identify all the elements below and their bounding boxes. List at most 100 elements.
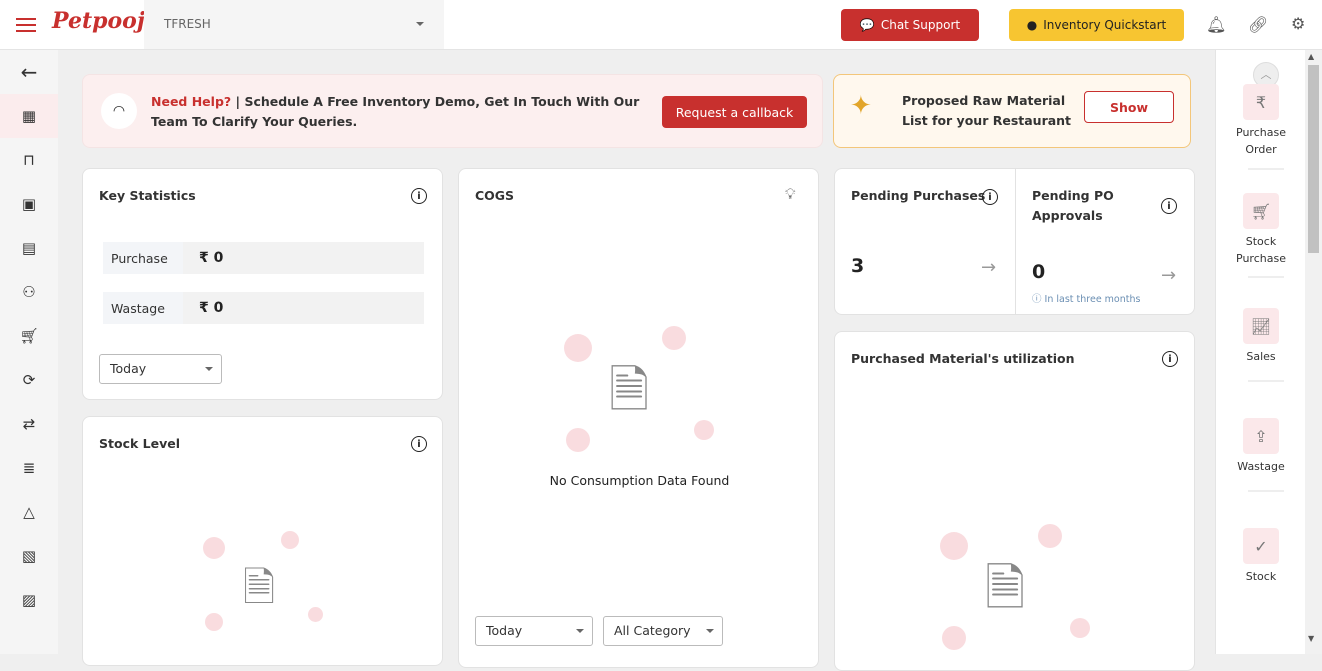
- quick-action-wastage[interactable]: ⇪ Wastage: [1216, 418, 1306, 475]
- empty-message: No Consumption Data Found: [549, 473, 730, 488]
- sidebar-item-list[interactable]: ≣: [0, 446, 58, 490]
- sidebar-item-settings-doc[interactable]: ▧: [0, 534, 58, 578]
- quick-action-label: Wastage: [1237, 460, 1285, 473]
- chat-support-button[interactable]: 💬 Chat Support: [841, 9, 979, 41]
- note-text: In last three months: [1044, 294, 1141, 305]
- quick-actions-panel: ︿ ₹ Purchase Order 🛒︎ Stock Purchase 📈︎ Sal…: [1215, 50, 1305, 654]
- info-icon[interactable]: i: [982, 189, 998, 205]
- quick-action-stock[interactable]: ✓ Stock: [1216, 528, 1306, 585]
- quick-action-label: Sales: [1246, 350, 1276, 363]
- inventory-quickstart-button[interactable]: ● Inventory Quickstart: [1009, 9, 1184, 41]
- arrow-right-icon[interactable]: →: [1161, 265, 1177, 286]
- link-icon[interactable]: 🔗︎: [1248, 15, 1269, 34]
- left-sidebar: ← ▦ ⊓ ▣ ▤ ⚇ 🛒︎ ⟳ ⇄ ≣ △ ▧ ▨: [0, 50, 58, 654]
- chart-icon: 📈︎: [1243, 308, 1279, 344]
- lightbulb-icon[interactable]: 💡︎: [785, 185, 796, 203]
- outlet-name: TFRESH: [164, 17, 211, 31]
- trash-icon: ⇪: [1243, 418, 1279, 454]
- help-banner: ◠ Need Help? | Schedule A Free Inventory…: [82, 74, 823, 148]
- safe-icon: ▣: [21, 195, 37, 213]
- category-select[interactable]: All Category: [603, 616, 723, 646]
- info-icon[interactable]: i: [411, 436, 427, 452]
- period-select[interactable]: Today: [475, 616, 593, 646]
- help-message: Schedule A Free Inventory Demo, Get In T…: [151, 94, 640, 129]
- pending-po-note: ⓘ In last three months: [1032, 291, 1140, 305]
- sidebar-item-cart[interactable]: 🛒︎: [0, 314, 58, 358]
- hierarchy-icon: ⚇: [22, 283, 36, 301]
- quick-action-stock-purchase[interactable]: 🛒︎ Stock Purchase: [1216, 193, 1306, 267]
- stock-level-card: Stock Level i 🗎: [82, 416, 443, 666]
- top-bar: Petpooja TFRESH 💬 Chat Support ● Inventory…: [0, 0, 1322, 50]
- show-button[interactable]: Show: [1084, 91, 1174, 123]
- info-icon[interactable]: i: [1161, 198, 1177, 214]
- key-statistics-card: Key Statistics i Purchase ₹ 0 Wastage ₹ …: [82, 168, 443, 400]
- quick-action-sales[interactable]: 📈︎ Sales: [1216, 308, 1306, 365]
- cycle-icon: ⟳: [22, 371, 36, 389]
- info-icon[interactable]: i: [411, 188, 427, 204]
- period-select[interactable]: Today: [99, 354, 222, 384]
- sidebar-item-store[interactable]: ⊓: [0, 138, 58, 182]
- report-icon: ▤: [21, 239, 37, 257]
- wastage-value: ₹ 0: [183, 292, 424, 324]
- pending-purchases-value: 3: [851, 255, 865, 277]
- info-icon[interactable]: i: [1162, 351, 1178, 367]
- brand-logo[interactable]: Petpooja: [52, 8, 160, 34]
- quick-action-label: Purchase Order: [1236, 126, 1286, 156]
- card-title: Key Statistics: [99, 188, 196, 203]
- raw-material-card: ✦ Proposed Raw Material List for your Re…: [833, 74, 1191, 148]
- sidebar-item-report[interactable]: ▤: [0, 226, 58, 270]
- doc-settings-icon: ▧: [21, 547, 37, 565]
- pending-card: Pending Purchases i 3 → Pending PO Appro…: [834, 168, 1195, 315]
- card-title: Stock Level: [99, 436, 180, 451]
- sidebar-item-docs[interactable]: ▨: [0, 578, 58, 622]
- sidebar-item-dashboard[interactable]: ▦: [0, 94, 58, 138]
- quick-action-label: Stock: [1245, 570, 1277, 583]
- scroll-up-icon[interactable]: ︿: [1253, 62, 1279, 88]
- scrollbar-thumb[interactable]: [1308, 65, 1319, 253]
- sidebar-item-hierarchy[interactable]: ⚇: [0, 270, 58, 314]
- card-title: Purchased Material's utilization: [851, 351, 1075, 366]
- pending-po-value: 0: [1032, 261, 1046, 283]
- boxes-icon: ▦: [21, 107, 37, 125]
- request-callback-button[interactable]: Request a callback: [662, 96, 807, 128]
- sparkle-icon: ✦: [850, 91, 872, 121]
- raw-material-text: Proposed Raw Material List for your Rest…: [902, 93, 1072, 128]
- utilization-card: Purchased Material's utilization i 🗎: [834, 331, 1195, 671]
- separator: |: [235, 94, 241, 109]
- arrow-right-icon[interactable]: →: [981, 257, 997, 278]
- need-help-label: Need Help?: [151, 94, 232, 109]
- bulb-icon: ●: [1026, 18, 1038, 32]
- cart-icon: 🛒︎: [1243, 193, 1279, 229]
- back-arrow-icon[interactable]: ←: [20, 60, 38, 84]
- quick-action-purchase-order[interactable]: ₹ Purchase Order: [1216, 84, 1306, 158]
- quick-action-label: Stock Purchase: [1236, 235, 1286, 265]
- sidebar-item-safe[interactable]: ▣: [0, 182, 58, 226]
- rupee-doc-icon: ₹: [1243, 84, 1279, 120]
- sidebar-item-cycle[interactable]: ⟳: [0, 358, 58, 402]
- info-small-icon: ⓘ: [1032, 294, 1045, 305]
- purchase-label: Purchase: [103, 242, 183, 274]
- empty-illustration: 🗎: [564, 324, 724, 454]
- help-text: Need Help? | Schedule A Free Inventory D…: [151, 92, 651, 132]
- clipboard-check-icon: ✓: [1243, 528, 1279, 564]
- cart-icon: 🛒︎: [19, 327, 39, 345]
- inventory-quickstart-label: Inventory Quickstart: [1043, 18, 1167, 32]
- transfer-icon: ⇄: [22, 415, 36, 433]
- sidebar-item-transfer[interactable]: ⇄: [0, 402, 58, 446]
- hamburger-menu-icon[interactable]: [16, 18, 36, 32]
- sidebar-item-recipe[interactable]: △: [0, 490, 58, 534]
- scrollbar[interactable]: ▲ ▼: [1305, 50, 1322, 654]
- chat-icon: 💬: [859, 18, 875, 32]
- headset-icon: ◠: [101, 93, 137, 129]
- card-title: COGS: [475, 188, 515, 203]
- empty-illustration: 🗎: [940, 522, 1100, 652]
- store-icon: ⊓: [23, 151, 35, 169]
- cogs-card: COGS 💡︎ 🗎 No Consumption Data Found Toda…: [458, 168, 819, 668]
- outlet-select[interactable]: TFRESH: [144, 0, 444, 49]
- pending-po-title: Pending PO Approvals: [1032, 188, 1114, 223]
- wastage-label: Wastage: [103, 292, 183, 324]
- gear-icon[interactable]: ⚙: [1291, 14, 1306, 33]
- purchase-value: ₹ 0: [183, 242, 424, 274]
- flask-icon: △: [23, 503, 35, 521]
- bell-icon[interactable]: 🔔︎: [1206, 15, 1227, 34]
